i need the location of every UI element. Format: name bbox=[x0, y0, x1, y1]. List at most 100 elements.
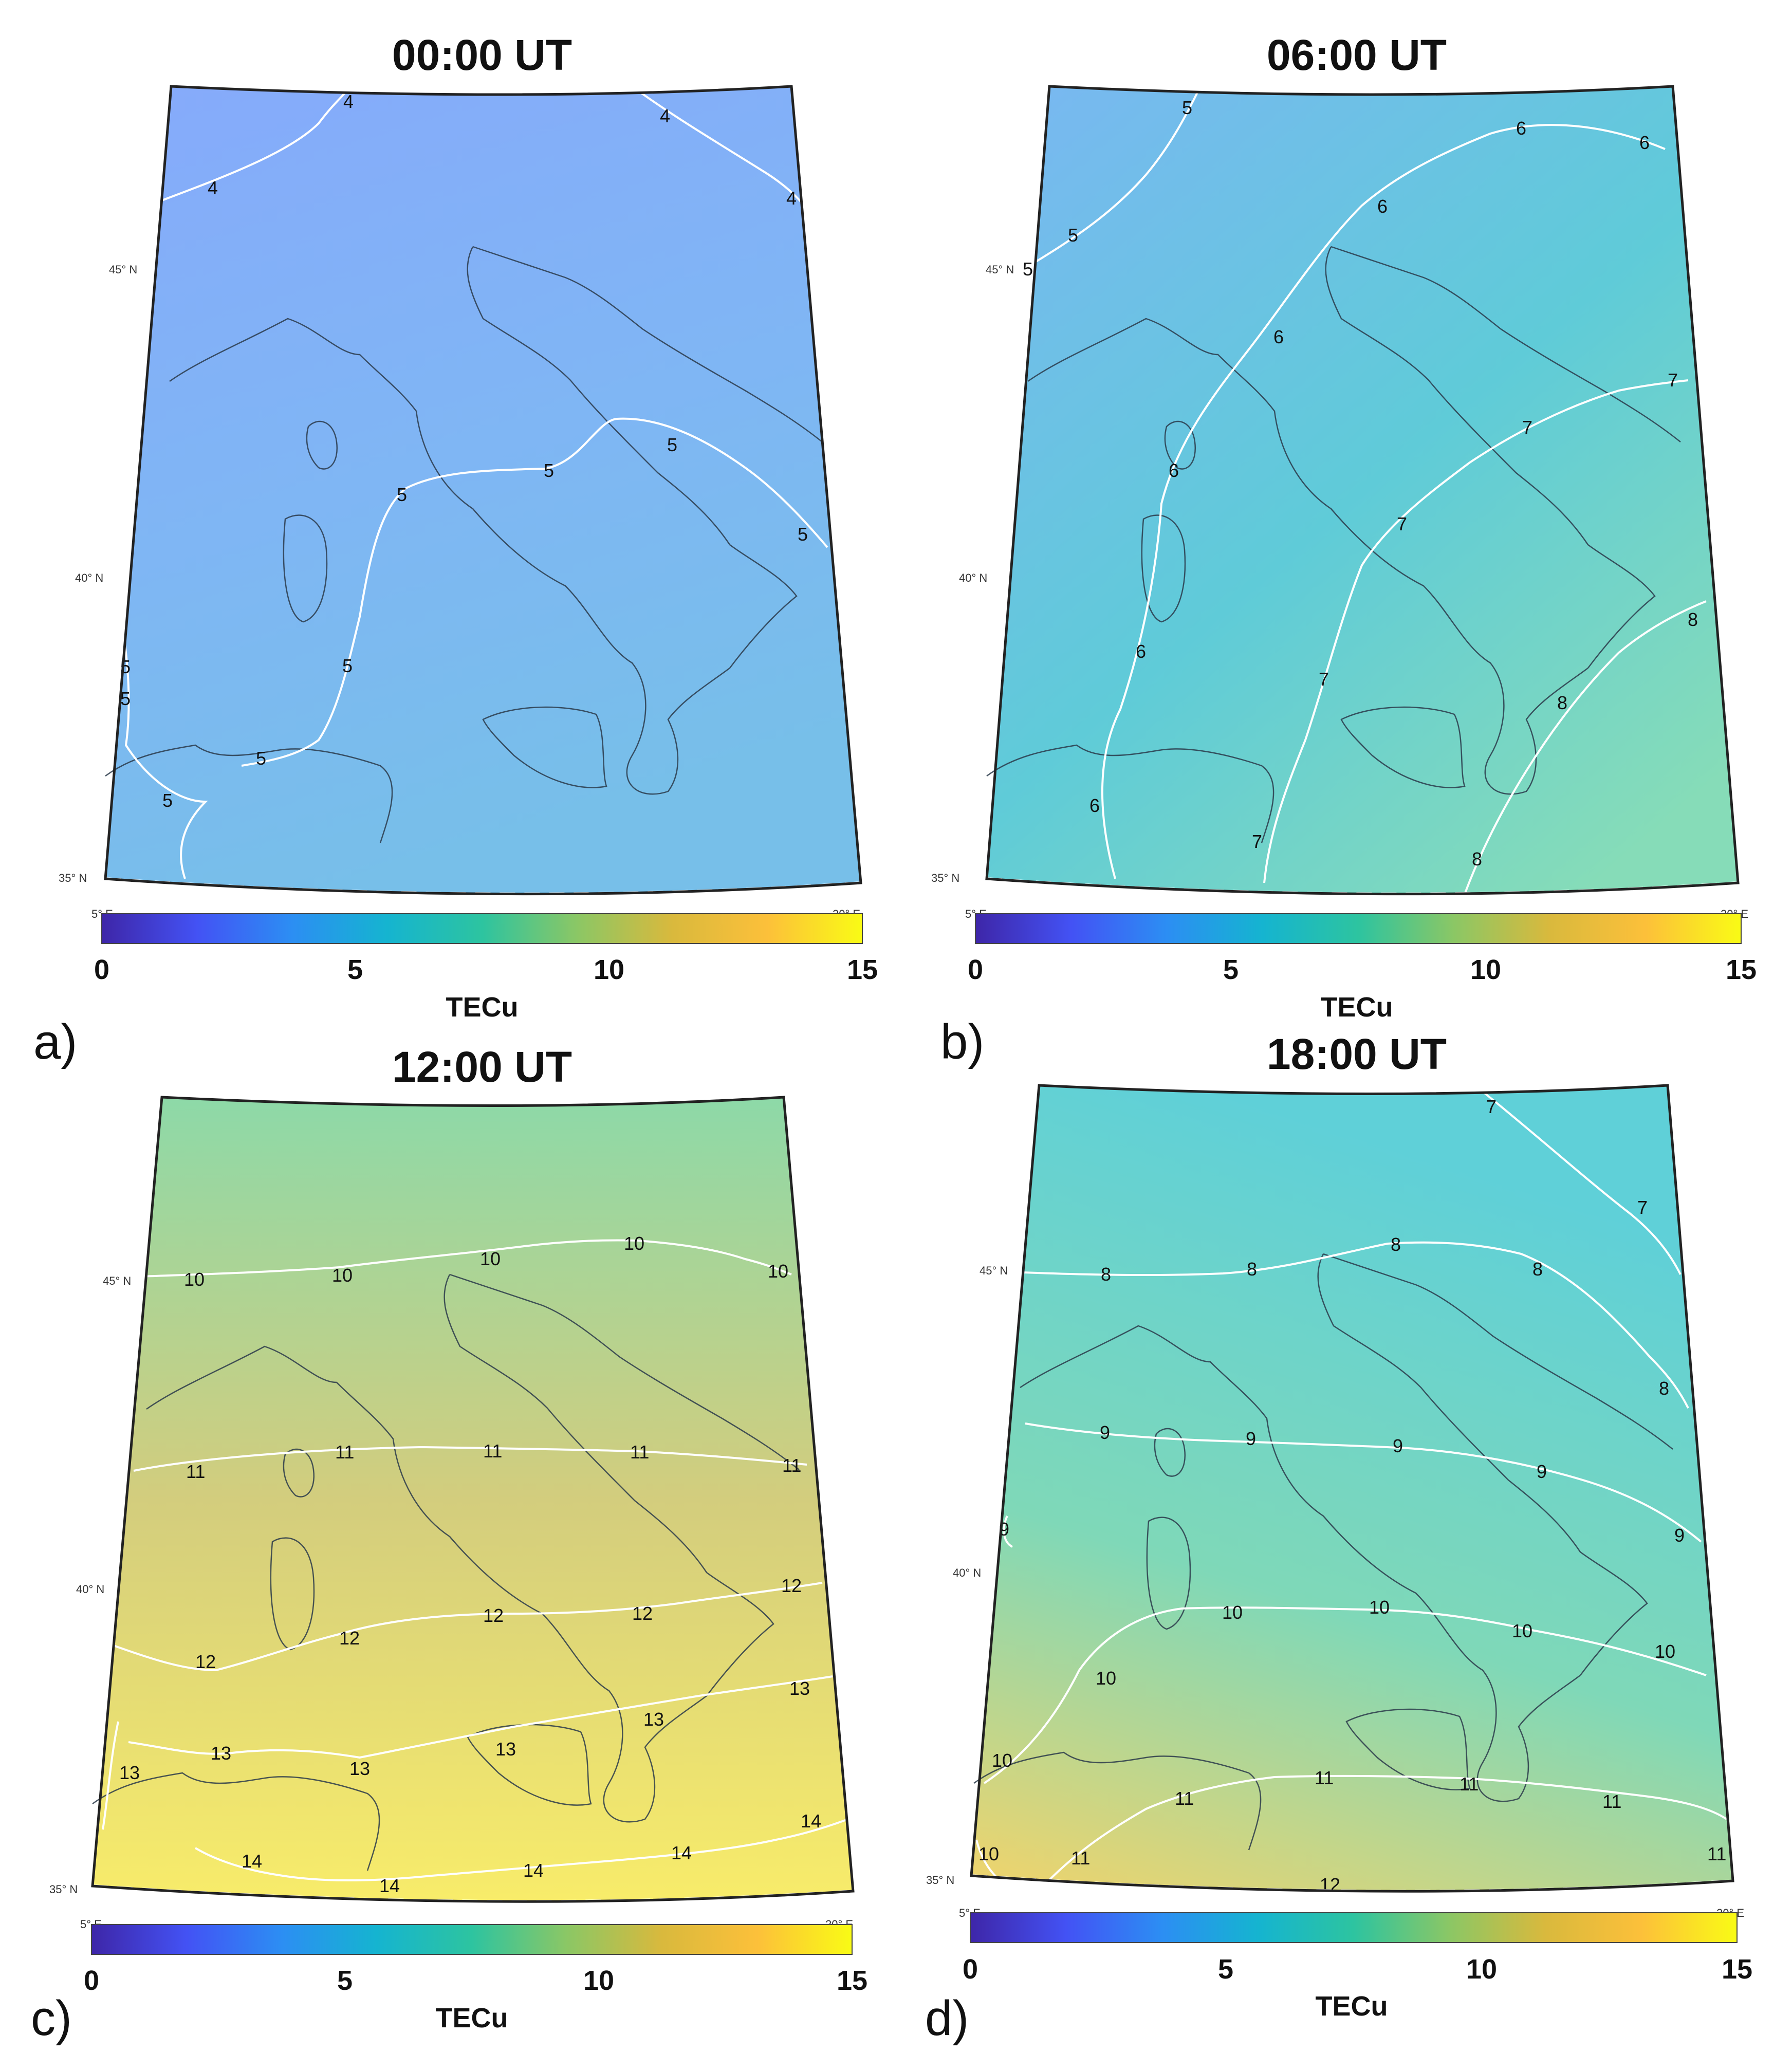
contour-label: 10 bbox=[978, 1843, 999, 1864]
panel-c-contour-13 bbox=[128, 1675, 833, 1759]
contour-label: 13 bbox=[119, 1762, 140, 1783]
panel-b-contour-7 bbox=[1263, 379, 1689, 883]
contour-label: 9 bbox=[1537, 1461, 1547, 1482]
colorbar-tick: 5 bbox=[1223, 954, 1239, 985]
panel-a-colorbar bbox=[101, 913, 863, 944]
panel-b-contour-8 bbox=[1464, 600, 1707, 895]
lat-label: 40° N bbox=[953, 1566, 981, 1579]
contour-label: 11 bbox=[1707, 1843, 1726, 1864]
panel-c-contour-12 bbox=[110, 1582, 823, 1672]
lat-label: 40° N bbox=[76, 1583, 104, 1596]
panel-d-contour-9-west bbox=[1003, 1515, 1013, 1548]
panel-c-contour-11 bbox=[133, 1446, 807, 1472]
panel-a-colorbar-label: TECu bbox=[446, 992, 519, 1023]
panel-d-contour-10-west bbox=[975, 1839, 1008, 1887]
contour-label: 8 bbox=[1391, 1234, 1401, 1255]
contour-label: 7 bbox=[1319, 669, 1329, 690]
panel-a: 00:00 UT 4 4 4 4 5 5 5 5 5 5 5 bbox=[33, 31, 878, 1069]
panel-d-contour-8 bbox=[1022, 1241, 1689, 1409]
lat-label: 45° N bbox=[986, 263, 1014, 276]
panel-d-contour-11 bbox=[1047, 1774, 1728, 1882]
contour-label: 7 bbox=[1252, 831, 1262, 852]
colorbar-tick: 15 bbox=[837, 1965, 867, 1996]
contour-label: 7 bbox=[1522, 417, 1532, 438]
contour-label: 5 bbox=[798, 524, 808, 545]
contour-label: 13 bbox=[349, 1758, 370, 1779]
contour-label: 6 bbox=[1273, 326, 1284, 347]
colorbar-tick: 0 bbox=[963, 1954, 978, 1985]
contour-label: 11 bbox=[1071, 1847, 1090, 1869]
panel-c-map-field bbox=[93, 1097, 853, 1902]
contour-label: 10 bbox=[1512, 1620, 1532, 1641]
contour-label: 4 bbox=[786, 188, 797, 209]
panel-c-colorbar-label: TECu bbox=[436, 2003, 508, 2033]
contour-label: 14 bbox=[801, 1810, 821, 1832]
contour-label: 12 bbox=[483, 1605, 504, 1626]
colorbar-tick: 0 bbox=[94, 954, 109, 985]
colorbar-tick: 15 bbox=[847, 954, 878, 985]
panel-b-coastline bbox=[986, 246, 1681, 843]
contour-label: 4 bbox=[660, 105, 670, 126]
contour-label: 8 bbox=[1101, 1264, 1111, 1285]
lat-label: 45° N bbox=[103, 1274, 131, 1287]
contour-label: 7 bbox=[1637, 1197, 1648, 1218]
contour-label: 14 bbox=[523, 1860, 544, 1881]
panel-d-letter: d) bbox=[925, 1991, 969, 2046]
panel-c-colorbar bbox=[91, 1924, 853, 1955]
colorbar-tick: 0 bbox=[84, 1965, 99, 1996]
panel-a-colorbar-ticks: 0 5 10 15 bbox=[94, 954, 878, 985]
panel-b-title: 06:00 UT bbox=[1267, 31, 1447, 79]
lat-label: 35° N bbox=[926, 1874, 954, 1887]
contour-label: 5 bbox=[1182, 97, 1192, 118]
contour-label: 12 bbox=[195, 1651, 216, 1672]
panel-b-colorbar-ticks: 0 5 10 15 bbox=[968, 954, 1757, 985]
panel-c-letter: c) bbox=[31, 1991, 72, 2046]
panel-c-contour-10 bbox=[138, 1239, 792, 1278]
contour-label: 10 bbox=[184, 1269, 205, 1290]
colorbar-tick: 15 bbox=[1722, 1954, 1752, 1985]
contour-label: 5 bbox=[1068, 225, 1078, 246]
colorbar-tick: 10 bbox=[594, 954, 624, 985]
panel-d-colorbar-ticks: 0 5 10 15 bbox=[963, 1954, 1752, 1985]
panel-b-contour-6 bbox=[1101, 124, 1666, 879]
contour-label: 11 bbox=[1460, 1773, 1479, 1795]
contour-label: 11 bbox=[630, 1441, 649, 1463]
contour-label: 4 bbox=[208, 177, 218, 198]
panel-b-colorbar-label: TECu bbox=[1321, 992, 1393, 1023]
lat-label: 45° N bbox=[980, 1264, 1008, 1277]
panel-a-map-field bbox=[105, 86, 861, 894]
panel-d-contour-7 bbox=[1479, 1088, 1682, 1275]
contour-label: 11 bbox=[1175, 1788, 1194, 1809]
contour-label: 11 bbox=[782, 1455, 801, 1476]
contour-label: 8 bbox=[1557, 692, 1567, 713]
colorbar-tick: 10 bbox=[583, 1965, 614, 1996]
lat-label: 45° N bbox=[109, 263, 137, 276]
contour-label: 6 bbox=[1639, 132, 1650, 153]
contour-label: 9 bbox=[1393, 1435, 1403, 1456]
contour-label: 11 bbox=[335, 1441, 354, 1463]
contour-label: 7 bbox=[1486, 1096, 1497, 1117]
contour-label: 11 bbox=[1602, 1791, 1621, 1812]
panel-b-contour-labels: 5 5 5 6 6 6 6 6 6 6 7 7 7 7 7 8 8 8 bbox=[1023, 97, 1698, 870]
panel-a-contour-4-east bbox=[631, 85, 813, 217]
contour-label: 13 bbox=[495, 1739, 516, 1760]
lat-label: 35° N bbox=[59, 872, 87, 884]
contour-label: 12 bbox=[781, 1575, 802, 1596]
contour-label: 5 bbox=[397, 484, 407, 505]
panel-b-colorbar bbox=[975, 913, 1742, 944]
contour-label: 14 bbox=[242, 1851, 262, 1872]
panel-d-coastline bbox=[973, 1253, 1673, 1851]
contour-label: 10 bbox=[768, 1261, 788, 1282]
colorbar-tick: 5 bbox=[1218, 1954, 1233, 1985]
contour-label: 5 bbox=[342, 655, 353, 676]
contour-label: 11 bbox=[186, 1461, 205, 1482]
panel-c-map-frame bbox=[91, 1096, 855, 1903]
contour-label: 8 bbox=[1472, 848, 1482, 870]
panel-d-map-frame bbox=[970, 1084, 1734, 1893]
contour-label: 9 bbox=[1246, 1428, 1256, 1449]
colorbar-tick: 10 bbox=[1470, 954, 1501, 985]
panel-d-contour-labels: 7 7 8 8 8 8 8 9 9 9 9 9 9 10 10 10 10 10… bbox=[978, 1096, 1726, 1895]
panel-b: 06:00 UT 5 5 5 6 6 6 6 6 6 6 7 7 bbox=[931, 31, 1757, 1069]
lat-label: 35° N bbox=[931, 872, 959, 884]
